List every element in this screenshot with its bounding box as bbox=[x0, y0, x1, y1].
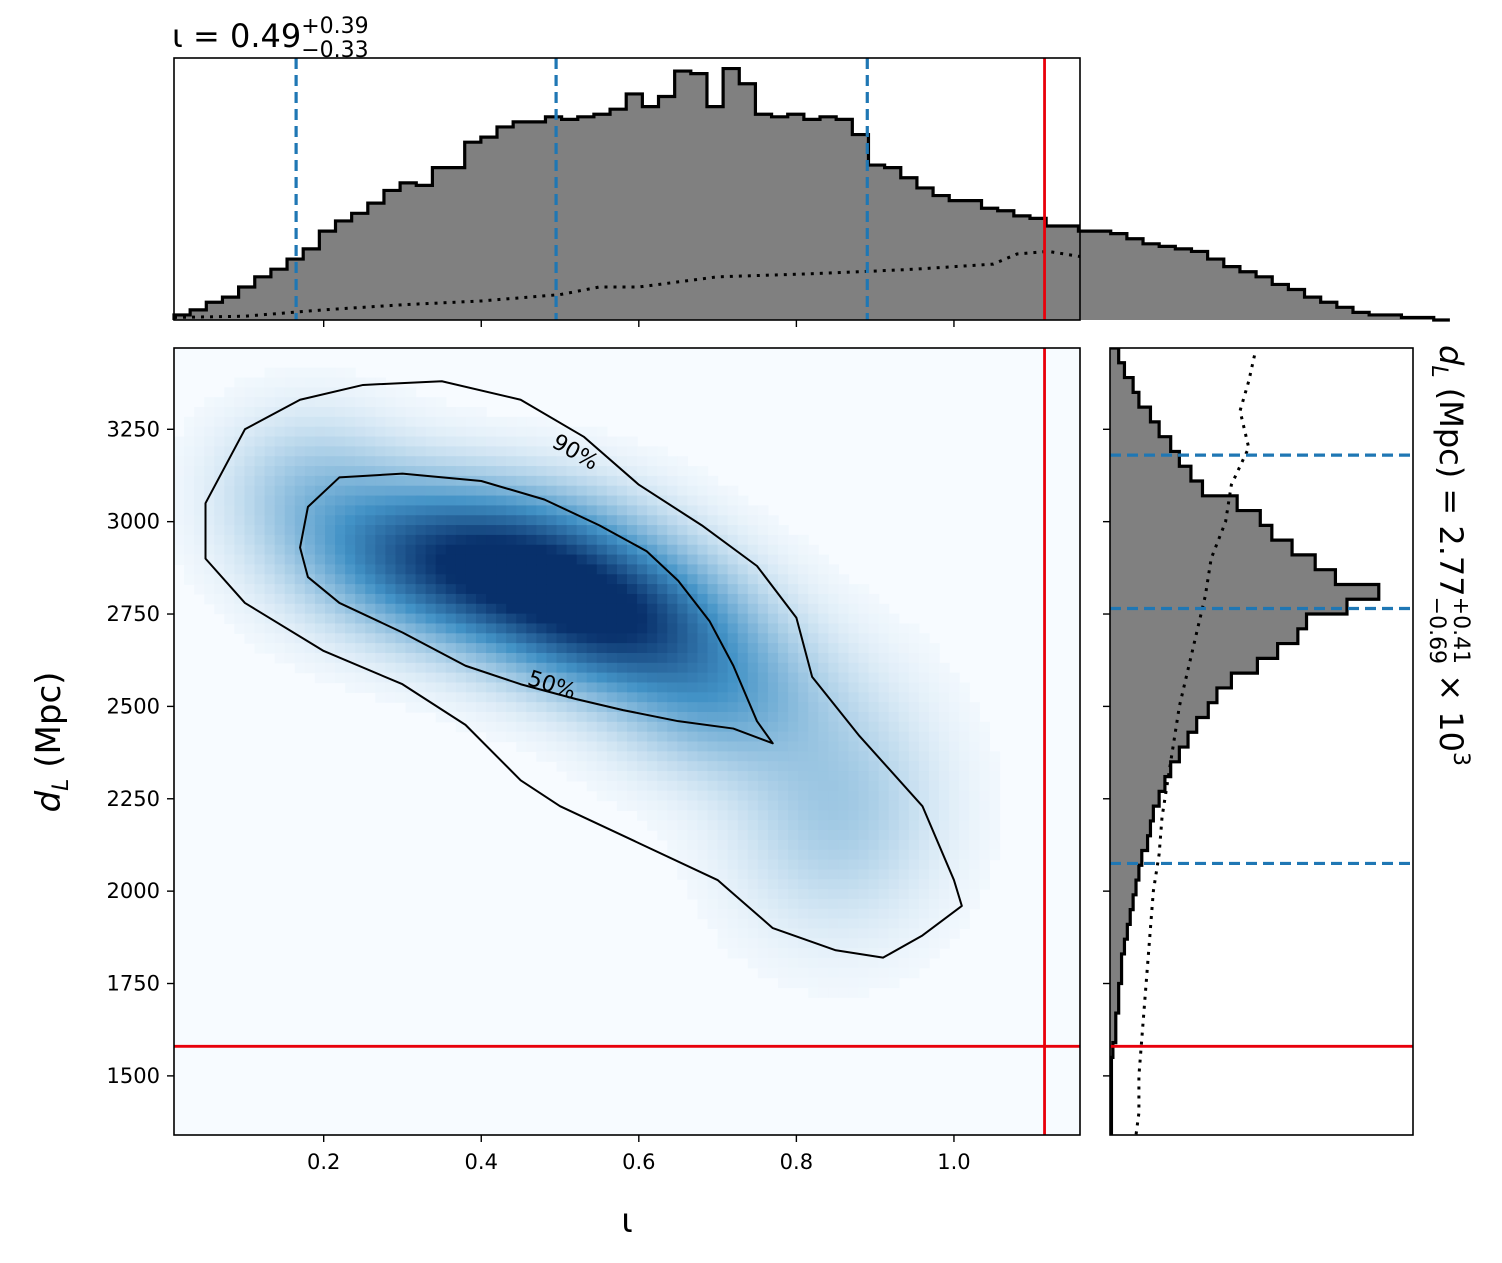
y-tick-label-4: 2500 bbox=[107, 694, 160, 718]
y-tick-label-7: 3250 bbox=[107, 417, 160, 441]
distance-histogram-fill bbox=[1110, 348, 1379, 1135]
distance-histogram-outline bbox=[1110, 348, 1381, 1135]
y-tick-label-2: 2000 bbox=[107, 879, 160, 903]
title-lower-error: −0.33 bbox=[301, 38, 368, 63]
right-panel-frame bbox=[1109, 347, 1414, 1136]
x-tick-label-1: 0.4 bbox=[465, 1150, 498, 1174]
y-axis-label: dL (Mpc) bbox=[29, 672, 74, 813]
y-tick-label-1: 1750 bbox=[107, 972, 160, 996]
x-tick-label-2: 0.6 bbox=[622, 1150, 655, 1174]
inclination-summary-title: ι = 0.49+0.39 −0.33 bbox=[172, 14, 369, 63]
contour-90-percent bbox=[204, 380, 963, 959]
right-title-mid: (Mpc) = 2.77 bbox=[1432, 378, 1470, 597]
top-panel-frame bbox=[173, 57, 1081, 321]
distance-summary-title: dL (Mpc) = 2.77+0.41−0.69 × 103 bbox=[1424, 345, 1473, 766]
right-title-d: d bbox=[1432, 345, 1470, 366]
y-label-sub: L bbox=[49, 779, 74, 791]
joint-density-panel: 90%50% 0.2 0.4 0.6 0.8 1.0150017502000225025… bbox=[29, 347, 1081, 1241]
right-title-subL: L bbox=[1426, 365, 1451, 377]
contour-50-percent bbox=[299, 472, 774, 745]
x-tick-label-0: 0.2 bbox=[307, 1150, 340, 1174]
x-tick-label-3: 0.8 bbox=[780, 1150, 813, 1174]
y-tick-label-5: 2750 bbox=[107, 602, 160, 626]
x-axis-label: ι bbox=[621, 1201, 633, 1241]
joint-panel-frame bbox=[173, 347, 1081, 1136]
y-label-rest: (Mpc) bbox=[29, 672, 69, 779]
right-title-tail: × 10 bbox=[1432, 664, 1470, 752]
inclination-marginal-panel: ι = 0.49+0.39 −0.33 bbox=[172, 14, 1450, 327]
x-tick-label-4: 1.0 bbox=[937, 1150, 970, 1174]
inclination-histogram-outline bbox=[172, 66, 1450, 322]
title-main: ι = 0.49 bbox=[172, 17, 301, 55]
distance-marginal-panel: dL (Mpc) = 2.77+0.41−0.69 × 103 bbox=[1103, 345, 1473, 1136]
y-tick-label-6: 3000 bbox=[107, 510, 160, 534]
right-title-upper-error: +0.41 bbox=[1448, 597, 1473, 664]
y-tick-label-3: 2250 bbox=[107, 787, 160, 811]
title-upper-error: +0.39 bbox=[301, 14, 368, 39]
inclination-histogram-fill bbox=[174, 68, 1450, 320]
right-title-exponent: 3 bbox=[1448, 752, 1473, 766]
y-tick-label-0: 1500 bbox=[107, 1064, 160, 1088]
right-title-lower-error: −0.69 bbox=[1424, 597, 1449, 664]
y-label-d: d bbox=[29, 790, 69, 812]
